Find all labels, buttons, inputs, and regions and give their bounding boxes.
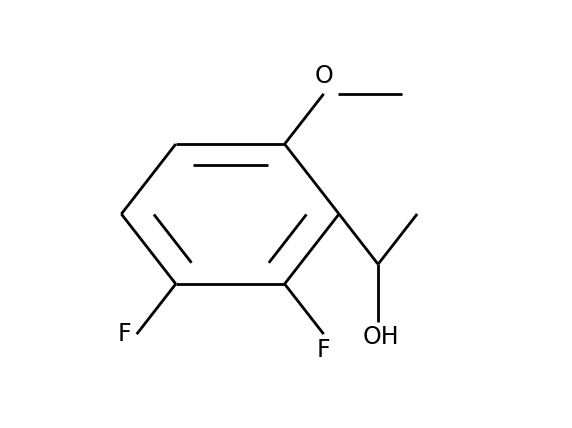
Text: F: F [317,338,331,362]
Text: F: F [117,322,131,346]
Text: O: O [314,64,333,88]
Text: OH: OH [363,326,399,350]
